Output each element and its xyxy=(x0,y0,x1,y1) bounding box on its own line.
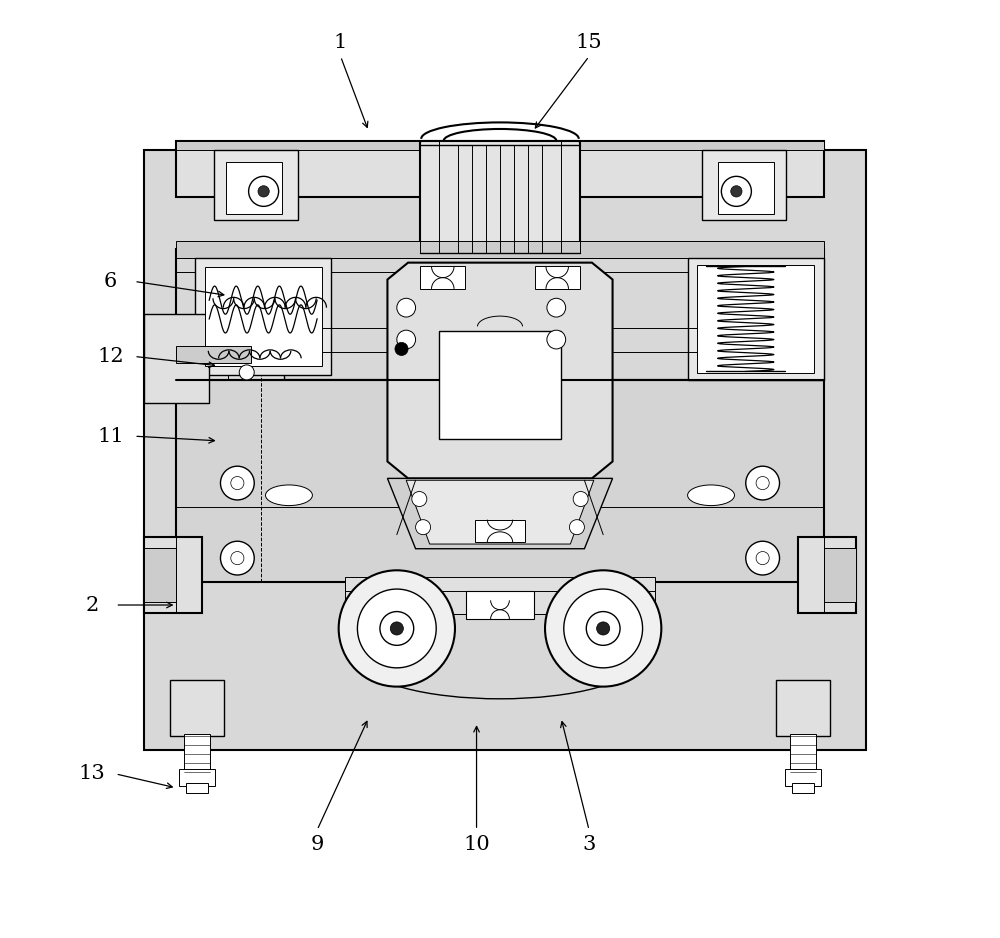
Bar xyxy=(144,314,209,403)
Text: 3: 3 xyxy=(582,835,596,854)
Bar xyxy=(186,783,208,793)
Bar xyxy=(144,548,176,602)
Circle shape xyxy=(380,612,414,645)
Ellipse shape xyxy=(688,485,735,506)
Bar xyxy=(195,258,331,375)
Circle shape xyxy=(239,365,254,380)
Circle shape xyxy=(231,552,244,565)
Text: 2: 2 xyxy=(85,596,99,614)
Bar xyxy=(144,537,202,613)
Circle shape xyxy=(573,492,588,507)
Circle shape xyxy=(564,589,643,668)
Circle shape xyxy=(569,520,584,535)
Bar xyxy=(718,162,774,214)
Bar xyxy=(184,734,210,774)
Circle shape xyxy=(731,186,742,197)
Text: 9: 9 xyxy=(310,835,324,854)
Circle shape xyxy=(756,477,769,490)
Circle shape xyxy=(597,622,610,635)
Bar xyxy=(176,141,824,150)
Circle shape xyxy=(395,342,408,356)
Bar xyxy=(144,150,866,750)
Circle shape xyxy=(547,330,566,349)
Bar xyxy=(345,577,655,614)
Bar xyxy=(420,266,465,289)
Text: 6: 6 xyxy=(104,272,117,291)
Bar xyxy=(776,680,830,736)
Circle shape xyxy=(756,552,769,565)
Circle shape xyxy=(220,466,254,500)
Circle shape xyxy=(220,541,254,575)
Circle shape xyxy=(721,176,751,206)
Bar xyxy=(176,249,824,380)
Circle shape xyxy=(390,622,403,635)
Bar xyxy=(792,783,814,793)
Text: 1: 1 xyxy=(334,33,347,52)
Bar xyxy=(688,258,824,380)
Bar xyxy=(420,141,580,253)
Polygon shape xyxy=(387,263,613,478)
Bar xyxy=(170,680,224,736)
Bar xyxy=(824,548,856,602)
Circle shape xyxy=(547,298,566,317)
Circle shape xyxy=(412,492,427,507)
Circle shape xyxy=(397,330,416,349)
Circle shape xyxy=(339,570,455,687)
Bar xyxy=(785,769,821,786)
Circle shape xyxy=(258,186,269,197)
Bar xyxy=(466,591,534,619)
Text: 12: 12 xyxy=(97,347,124,366)
Circle shape xyxy=(249,176,279,206)
Ellipse shape xyxy=(266,485,312,506)
Bar xyxy=(226,162,282,214)
Bar xyxy=(214,150,298,220)
Text: 10: 10 xyxy=(463,835,490,854)
Bar xyxy=(790,734,816,774)
Circle shape xyxy=(416,520,431,535)
Circle shape xyxy=(231,477,244,490)
Text: 11: 11 xyxy=(97,427,124,446)
Circle shape xyxy=(586,612,620,645)
Bar xyxy=(439,331,561,439)
Bar xyxy=(176,241,824,258)
Polygon shape xyxy=(387,478,613,549)
Bar xyxy=(176,346,251,363)
Bar xyxy=(176,380,824,582)
Circle shape xyxy=(357,589,436,668)
Polygon shape xyxy=(406,480,594,544)
Bar xyxy=(798,537,856,613)
Bar xyxy=(697,265,814,373)
Text: 13: 13 xyxy=(79,764,105,783)
Bar xyxy=(179,769,215,786)
Bar xyxy=(205,267,322,366)
Bar xyxy=(475,520,525,542)
Bar xyxy=(702,150,786,220)
Text: 15: 15 xyxy=(576,33,602,52)
Bar xyxy=(144,342,284,380)
Bar xyxy=(535,266,580,289)
Circle shape xyxy=(746,466,780,500)
Circle shape xyxy=(746,541,780,575)
Circle shape xyxy=(545,570,661,687)
Bar xyxy=(176,141,824,197)
Circle shape xyxy=(397,298,416,317)
